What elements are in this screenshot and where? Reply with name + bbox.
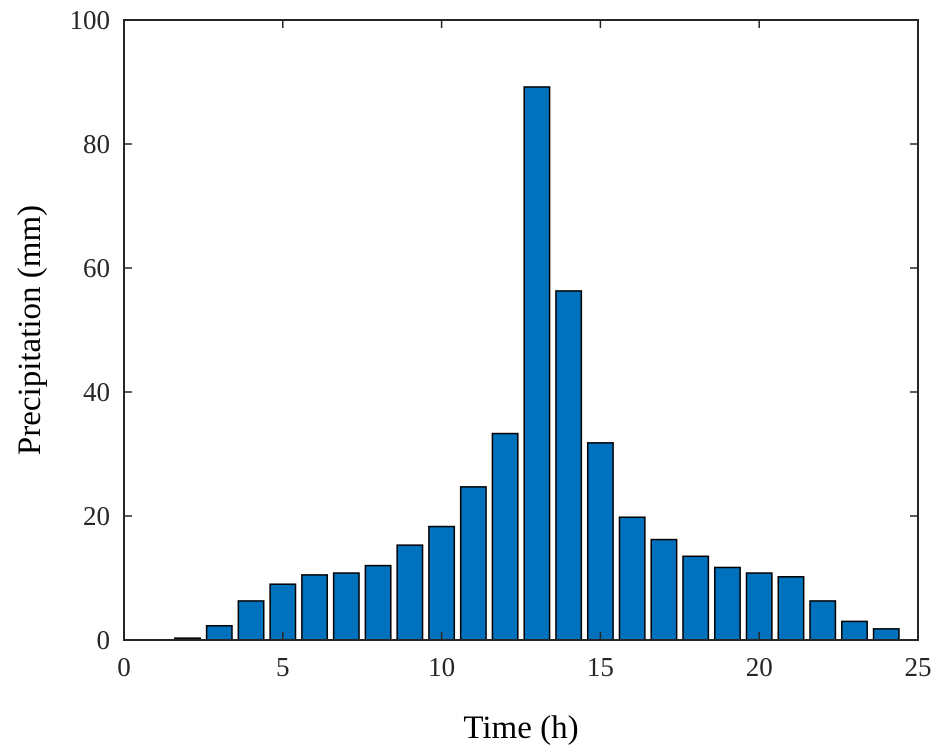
bar-hour-19 (713, 566, 741, 641)
ticks-group (123, 19, 919, 641)
plot-frame (123, 19, 919, 641)
x-tick-label: 15 (587, 652, 614, 682)
bar-hour-13 (523, 86, 551, 641)
bar-hour-24 (872, 628, 900, 641)
y-tick-label: 40 (83, 377, 110, 407)
bar-hour-4 (237, 600, 265, 641)
bar-hour-9 (396, 544, 424, 641)
y-tick-labels: 0 20 40 60 80 100 (70, 5, 111, 655)
bar-hour-15 (586, 442, 614, 641)
x-tick-labels: 0 5 10 15 20 25 (117, 652, 931, 682)
y-tick-label: 100 (70, 5, 111, 35)
bars-group (174, 86, 900, 641)
x-tick-label: 25 (905, 652, 932, 682)
y-tick-label: 80 (83, 129, 110, 159)
bar-hour-7 (332, 572, 360, 641)
bar-hour-10 (428, 525, 456, 641)
bar-hour-11 (459, 486, 487, 641)
x-axis-title: Time (h) (463, 710, 578, 746)
y-tick-label: 0 (97, 625, 111, 655)
bar-hour-8 (364, 564, 392, 641)
bar-hour-18 (682, 555, 710, 641)
y-tick-label: 60 (83, 253, 110, 283)
bar-hour-12 (491, 432, 519, 641)
x-tick-label: 10 (428, 652, 455, 682)
bar-hour-6 (301, 574, 329, 641)
bar-hour-3 (205, 624, 233, 641)
bar-hour-5 (269, 583, 297, 641)
bar-hour-16 (618, 516, 646, 641)
y-tick-label: 20 (83, 501, 110, 531)
x-tick-label: 0 (117, 652, 131, 682)
x-tick-label: 5 (276, 652, 290, 682)
bar-hour-14 (555, 290, 583, 641)
bar-hour-17 (650, 538, 678, 641)
y-axis-title: Precipitation (mm) (12, 205, 48, 455)
bar-hour-22 (809, 600, 837, 641)
bar-hour-23 (841, 620, 868, 641)
bar-hour-20 (745, 572, 773, 641)
bar-hour-21 (777, 576, 805, 641)
x-tick-label: 20 (746, 652, 773, 682)
